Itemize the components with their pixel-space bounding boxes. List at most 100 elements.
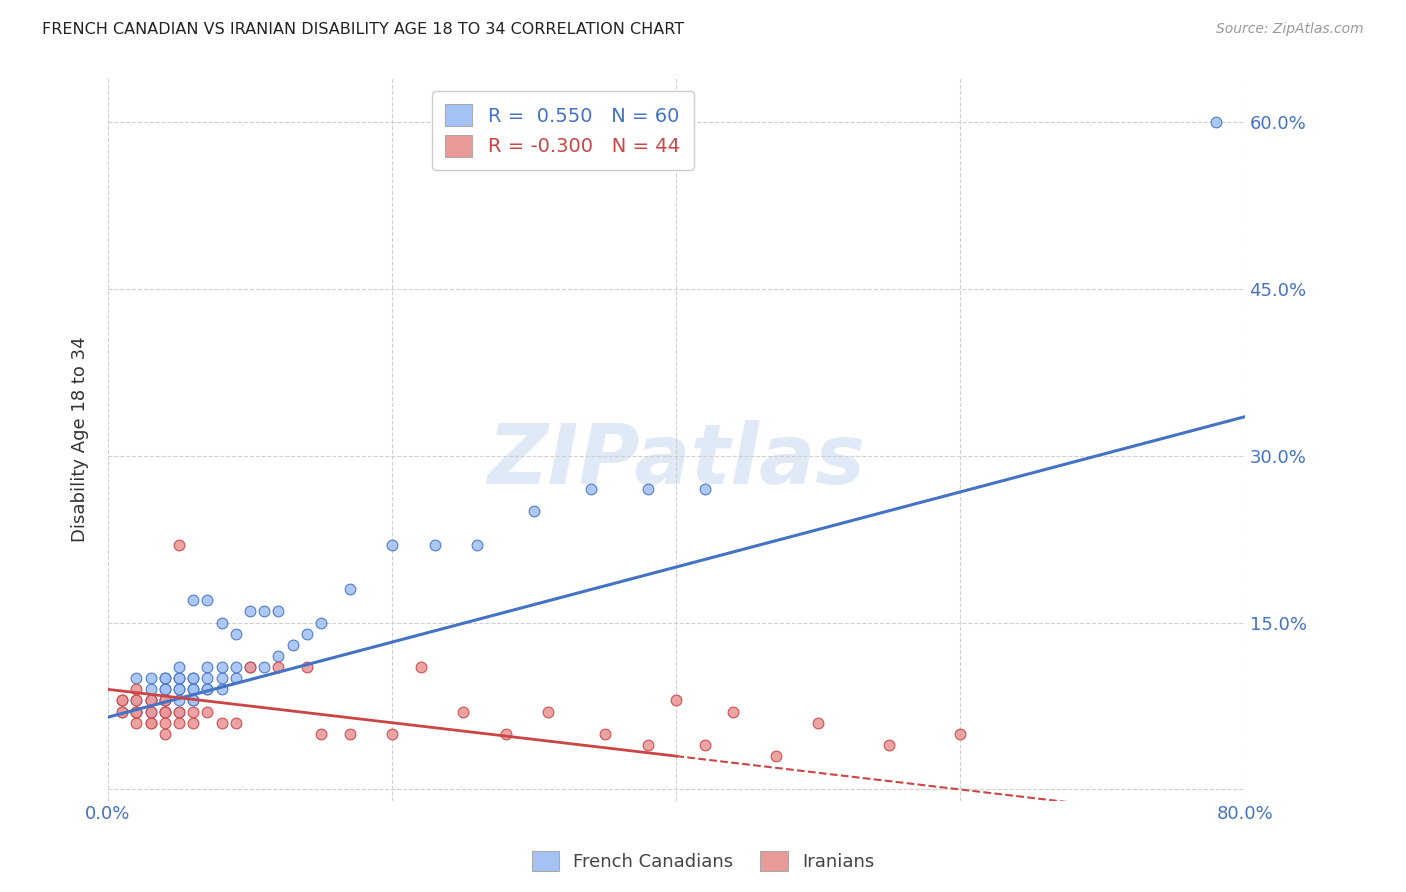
Point (197, 660, 219, 674)
Point (339, 727, 361, 741)
Point (225, 660, 247, 674)
Point (153, 715, 176, 730)
Point (197, 682, 219, 697)
Point (197, 593, 219, 607)
Point (495, 727, 517, 741)
Point (593, 727, 616, 741)
Point (339, 582, 361, 597)
Point (153, 682, 176, 697)
Point (167, 705, 190, 719)
Point (693, 482, 716, 496)
Point (409, 660, 432, 674)
Point (181, 682, 204, 697)
Point (295, 626, 318, 640)
Point (167, 660, 190, 674)
Point (949, 727, 972, 741)
Point (253, 660, 276, 674)
Point (181, 715, 204, 730)
Point (167, 671, 190, 685)
Point (181, 693, 204, 707)
Point (807, 715, 830, 730)
Point (125, 671, 148, 685)
Point (139, 693, 162, 707)
Point (693, 738, 716, 752)
Point (295, 660, 318, 674)
Point (139, 682, 162, 697)
Point (167, 693, 190, 707)
Point (225, 671, 247, 685)
Point (153, 671, 176, 685)
Point (879, 738, 901, 752)
Point (153, 705, 176, 719)
Point (181, 671, 204, 685)
Point (125, 693, 148, 707)
Point (239, 660, 262, 674)
Text: FRENCH CANADIAN VS IRANIAN DISABILITY AGE 18 TO 34 CORRELATION CHART: FRENCH CANADIAN VS IRANIAN DISABILITY AG… (42, 22, 685, 37)
Point (167, 682, 190, 697)
Point (153, 682, 176, 697)
Point (153, 693, 176, 707)
Point (267, 660, 290, 674)
Legend: R =  0.550   N = 60, R = -0.300   N = 44: R = 0.550 N = 60, R = -0.300 N = 44 (432, 91, 693, 170)
Point (423, 538, 446, 552)
Point (381, 727, 404, 741)
Point (381, 538, 404, 552)
Point (125, 682, 148, 697)
Point (111, 693, 134, 707)
Point (467, 538, 489, 552)
Point (153, 671, 176, 685)
Point (125, 705, 148, 719)
Point (139, 705, 162, 719)
Point (765, 749, 787, 764)
Point (153, 705, 176, 719)
Point (239, 605, 262, 619)
Point (523, 504, 546, 518)
Point (267, 648, 290, 663)
Point (153, 693, 176, 707)
Point (309, 615, 332, 630)
Point (225, 626, 247, 640)
Point (537, 705, 560, 719)
Point (125, 715, 148, 730)
Point (181, 693, 204, 707)
Point (451, 705, 474, 719)
Point (139, 693, 162, 707)
Point (125, 693, 148, 707)
Point (167, 671, 190, 685)
Point (665, 693, 688, 707)
Point (125, 705, 148, 719)
Point (197, 705, 219, 719)
Legend: French Canadians, Iranians: French Canadians, Iranians (524, 844, 882, 879)
Point (167, 682, 190, 697)
Point (225, 715, 247, 730)
Point (211, 615, 233, 630)
Point (167, 705, 190, 719)
Point (181, 671, 204, 685)
Point (211, 682, 233, 697)
Point (211, 671, 233, 685)
Point (211, 715, 233, 730)
Point (111, 705, 134, 719)
Point (253, 605, 276, 619)
Point (111, 705, 134, 719)
Point (153, 693, 176, 707)
Point (139, 715, 162, 730)
Point (579, 482, 602, 496)
Point (139, 671, 162, 685)
Point (267, 605, 290, 619)
Point (211, 660, 233, 674)
Point (139, 693, 162, 707)
Point (181, 682, 204, 697)
Point (637, 738, 659, 752)
Y-axis label: Disability Age 18 to 34: Disability Age 18 to 34 (72, 336, 89, 541)
Point (1205, 115, 1227, 129)
Point (309, 727, 332, 741)
Text: ZIPatlas: ZIPatlas (488, 420, 865, 501)
Point (153, 705, 176, 719)
Point (167, 538, 190, 552)
Point (197, 682, 219, 697)
Text: Source: ZipAtlas.com: Source: ZipAtlas.com (1216, 22, 1364, 37)
Point (153, 727, 176, 741)
Point (111, 693, 134, 707)
Point (239, 660, 262, 674)
